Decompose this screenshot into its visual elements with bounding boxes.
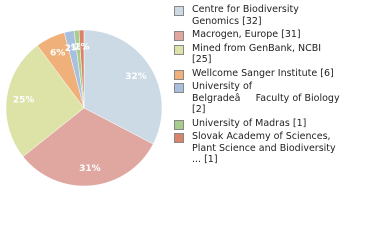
legend-label: Macrogen, Europe [31] bbox=[192, 29, 301, 40]
legend-swatch bbox=[174, 31, 184, 41]
legend-swatch bbox=[174, 44, 184, 55]
legend-label: University of BelgradeâFaculty of Biol… bbox=[192, 81, 340, 115]
slice-label: 32% bbox=[125, 72, 147, 82]
legend-label: Wellcome Sanger Institute [6] bbox=[192, 67, 334, 79]
legend-label: Slovak Academy of Sciences, Plant Scienc… bbox=[192, 131, 336, 165]
legend-swatch bbox=[174, 69, 184, 80]
legend: Centre for Biodiversity Genomics [32] Mac… bbox=[172, 4, 340, 168]
legend-item: Slovak Academy of Sciences, Plant Scienc… bbox=[172, 131, 340, 166]
legend-item: University of BelgradeâFaculty of Biol… bbox=[172, 81, 340, 116]
legend-label: University of Madras [1] bbox=[192, 117, 307, 129]
legend-item: Wellcome Sanger Institute [6] bbox=[172, 68, 340, 80]
legend-item: University of Madras [1] bbox=[172, 118, 340, 130]
legend-swatch bbox=[174, 119, 184, 130]
legend-item: Macrogen, Europe [31] bbox=[172, 29, 340, 41]
slice-label: 6% bbox=[50, 49, 65, 59]
slice-label: 31% bbox=[79, 164, 101, 174]
pie-slice bbox=[22, 107, 154, 187]
legend-label: Mined from GenBank, NCBI [25] bbox=[192, 42, 322, 66]
slice-label: 25% bbox=[13, 96, 35, 106]
pie-slice bbox=[83, 29, 163, 145]
slice-label: 1% bbox=[71, 43, 86, 53]
pie-chart: 32%31%25%6% 2%1%1% bbox=[5, 29, 163, 187]
legend-item: Centre for Biodiversity Genomics [32] bbox=[172, 4, 340, 27]
legend-item: Mined from GenBank, NCBI [25] bbox=[172, 43, 340, 66]
legend-swatch bbox=[174, 133, 184, 143]
legend-swatch bbox=[174, 6, 184, 16]
legend-label: Centre for Biodiversity Genomics [32] bbox=[192, 4, 299, 27]
legend-swatch bbox=[174, 83, 184, 93]
pie-slice bbox=[78, 29, 85, 109]
pie-slice bbox=[5, 45, 85, 157]
slice-label: 2% bbox=[65, 44, 80, 54]
slice-label: 1% bbox=[74, 43, 89, 53]
